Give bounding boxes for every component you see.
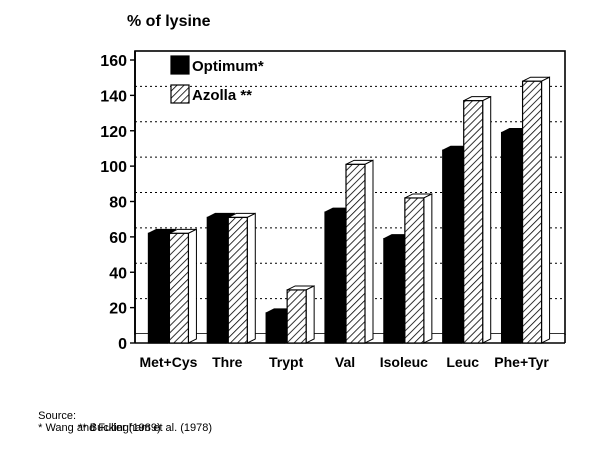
bar-isoleuc-azolla: [404, 197, 425, 344]
legend-label: Optimum*: [192, 58, 264, 75]
source-note-2: ** Buckingham et al. (1978): [72, 410, 212, 434]
x-tick-label: Leuc: [446, 354, 479, 370]
bar-leuc-azolla: [463, 100, 484, 344]
bar-side: [482, 95, 492, 344]
source-line-1: * Wang and Fuller (1989): [38, 422, 161, 434]
bar-trypt-azolla: [286, 289, 307, 344]
bar-met-cys-optimum: [147, 232, 169, 344]
bar-isoleuc-optimum: [383, 238, 404, 344]
bar-thre-azolla: [227, 216, 248, 344]
bar-val-azolla: [345, 163, 366, 344]
y-tick-label: 60: [109, 230, 127, 247]
y-tick-label: 140: [100, 88, 127, 105]
y-tick-label: 40: [109, 265, 127, 282]
y-tick-label: 20: [109, 301, 127, 318]
legend-swatch: [170, 55, 190, 75]
bar-side: [305, 285, 315, 344]
bar-side: [187, 228, 197, 344]
y-tick-label: 80: [109, 195, 127, 212]
bar-side: [541, 76, 551, 344]
y-tick-label: 160: [100, 53, 127, 70]
bar-leuc-optimum: [442, 149, 463, 344]
bar-met-cys-azolla: [168, 232, 190, 344]
bar-side: [364, 159, 374, 344]
source-note: Source: * Wang and Fuller (1989): [32, 398, 161, 434]
legend-swatch: [170, 84, 190, 104]
x-tick-label: Met+Cys: [139, 354, 197, 370]
y-tick-label: 0: [118, 336, 127, 353]
y-axis-title: % of lysine: [127, 13, 211, 30]
bar-side: [423, 193, 433, 344]
x-tick-label: Phe+Tyr: [494, 354, 549, 370]
bar-phe-tyr-optimum: [500, 131, 522, 344]
x-tick-label: Thre: [212, 354, 243, 370]
bar-side: [246, 212, 256, 344]
y-tick-label: 120: [100, 124, 127, 141]
x-tick-label: Trypt: [269, 354, 304, 370]
source-line-2: ** Buckingham et al. (1978): [78, 422, 213, 434]
bar-val-optimum: [324, 211, 345, 344]
legend-label: Azolla **: [192, 87, 252, 104]
source-label: Source:: [38, 410, 77, 422]
y-tick-label: 100: [100, 159, 127, 176]
bar-thre-optimum: [206, 216, 227, 344]
bar-trypt-optimum: [265, 312, 286, 344]
x-tick-label: Val: [335, 354, 355, 370]
bar-phe-tyr-azolla: [521, 80, 543, 344]
x-tick-label: Isoleuc: [380, 354, 428, 370]
